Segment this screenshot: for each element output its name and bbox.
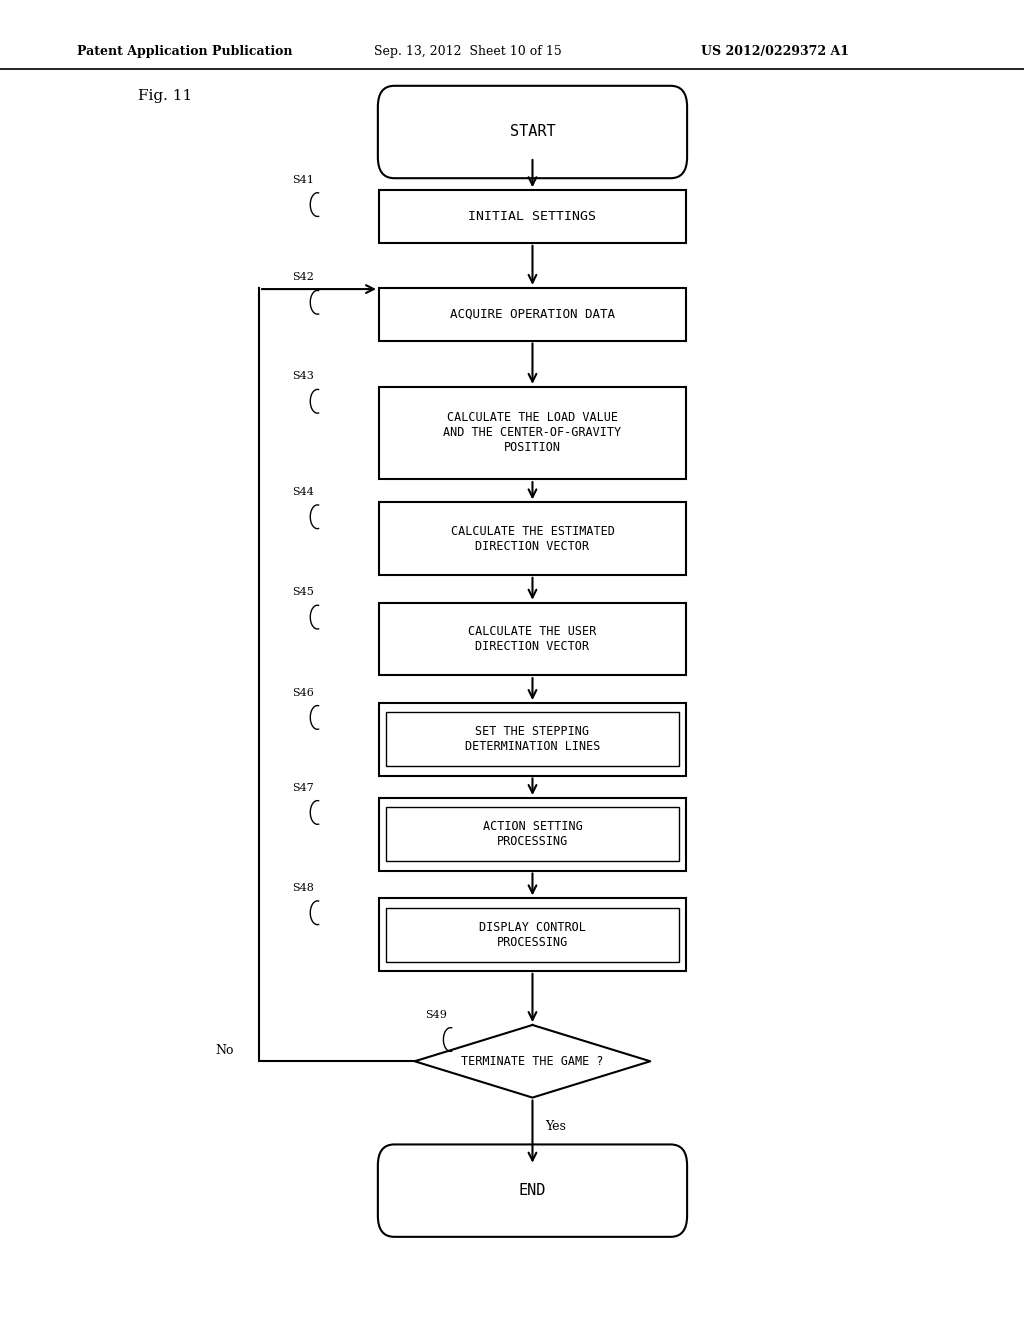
Bar xyxy=(379,797,686,871)
Text: S42: S42 xyxy=(292,272,313,282)
Text: END: END xyxy=(519,1183,546,1199)
Text: START: START xyxy=(510,124,555,140)
Text: INITIAL SETTINGS: INITIAL SETTINGS xyxy=(469,210,596,223)
Text: S41: S41 xyxy=(292,174,313,185)
Text: S49: S49 xyxy=(425,1010,446,1019)
Bar xyxy=(379,288,686,341)
Bar xyxy=(386,908,679,961)
FancyBboxPatch shape xyxy=(378,86,687,178)
Bar xyxy=(379,190,686,243)
FancyBboxPatch shape xyxy=(378,1144,687,1237)
Text: No: No xyxy=(215,1044,233,1057)
Text: ACQUIRE OPERATION DATA: ACQUIRE OPERATION DATA xyxy=(450,308,615,321)
Bar xyxy=(379,602,686,676)
Text: Sep. 13, 2012  Sheet 10 of 15: Sep. 13, 2012 Sheet 10 of 15 xyxy=(374,45,561,58)
Bar xyxy=(379,899,686,972)
Text: S43: S43 xyxy=(292,371,313,381)
Bar xyxy=(379,702,686,776)
Text: Yes: Yes xyxy=(545,1121,565,1133)
Text: CALCULATE THE USER
DIRECTION VECTOR: CALCULATE THE USER DIRECTION VECTOR xyxy=(468,624,597,653)
Text: S48: S48 xyxy=(292,883,313,892)
Text: US 2012/0229372 A1: US 2012/0229372 A1 xyxy=(701,45,850,58)
Text: Patent Application Publication: Patent Application Publication xyxy=(77,45,292,58)
Text: CALCULATE THE LOAD VALUE
AND THE CENTER-OF-GRAVITY
POSITION: CALCULATE THE LOAD VALUE AND THE CENTER-… xyxy=(443,412,622,454)
Text: CALCULATE THE ESTIMATED
DIRECTION VECTOR: CALCULATE THE ESTIMATED DIRECTION VECTOR xyxy=(451,524,614,553)
Text: DISPLAY CONTROL
PROCESSING: DISPLAY CONTROL PROCESSING xyxy=(479,920,586,949)
Bar xyxy=(386,713,679,766)
Text: ACTION SETTING
PROCESSING: ACTION SETTING PROCESSING xyxy=(482,820,583,849)
Bar xyxy=(386,808,679,862)
Text: S47: S47 xyxy=(292,783,313,792)
Bar xyxy=(379,502,686,576)
Text: S44: S44 xyxy=(292,487,313,498)
Text: TERMINATE THE GAME ?: TERMINATE THE GAME ? xyxy=(461,1055,604,1068)
Text: S46: S46 xyxy=(292,688,313,697)
Text: Fig. 11: Fig. 11 xyxy=(138,90,193,103)
Bar xyxy=(379,387,686,479)
Text: S45: S45 xyxy=(292,587,313,597)
Text: SET THE STEPPING
DETERMINATION LINES: SET THE STEPPING DETERMINATION LINES xyxy=(465,725,600,754)
